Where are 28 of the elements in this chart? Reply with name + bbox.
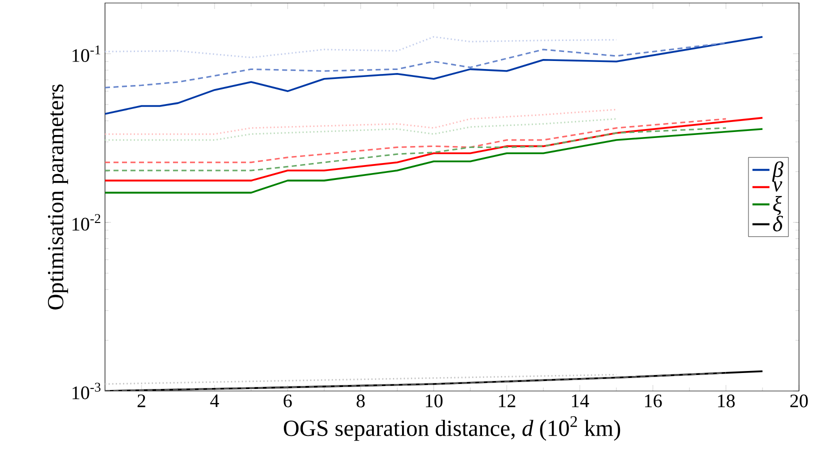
line-series	[105, 42, 727, 88]
y-tick-label: 10$^{-2}$	[72, 214, 100, 231]
y-axis-title: Optimisation parameters	[48, 84, 68, 310]
x-tick-label: 12	[498, 394, 516, 408]
line-series	[105, 116, 764, 182]
x-tick-label: 18	[718, 394, 735, 408]
line-series	[105, 127, 727, 172]
legend-label: ξ	[773, 196, 782, 216]
x-tick-label: 4	[210, 394, 220, 408]
x-tick-label: 14	[572, 394, 590, 408]
legend-label: β	[772, 161, 784, 182]
x-tick-label: 20	[790, 394, 808, 408]
x-tick-label: 2	[138, 394, 146, 408]
legend-label: ν	[772, 181, 782, 192]
line-series	[105, 128, 764, 194]
line-series	[105, 36, 618, 58]
line-series	[105, 118, 727, 164]
line-series	[105, 118, 618, 141]
y-tick-label: 10$^{-1}$	[72, 46, 100, 62]
line-series	[105, 108, 618, 135]
x-tick-label: 10	[426, 394, 443, 408]
x-tick-label: 8	[356, 394, 365, 408]
x-tick-label: 16	[645, 394, 662, 408]
line-series	[105, 36, 764, 115]
legend-label: δ	[773, 216, 783, 232]
x-tick-label: 6	[284, 394, 292, 408]
y-tick-label: 10$^{-3}$	[72, 382, 100, 400]
x-axis-title: OGS separation distance, d (10$^{2}$ km)	[284, 416, 620, 441]
